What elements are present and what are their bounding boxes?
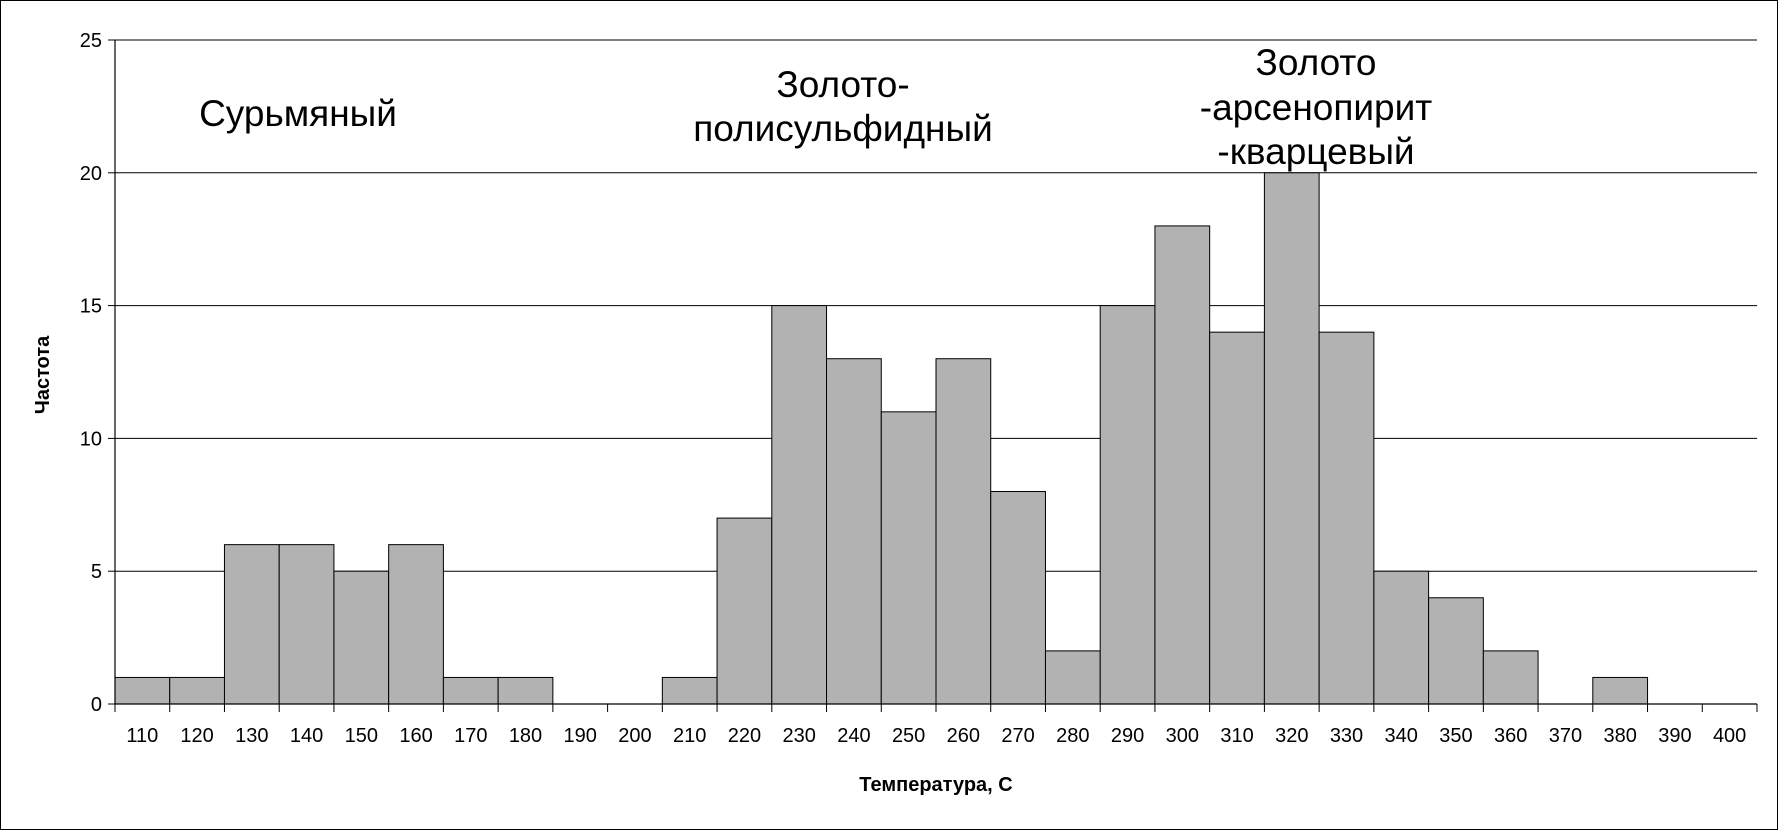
x-tick-label: 400: [1713, 725, 1746, 747]
annotation-line: -арсенопирит: [1200, 87, 1433, 128]
bar: [114, 676, 171, 705]
x-axis-title: Температура, С: [859, 774, 1012, 796]
x-tick-label: 380: [1603, 725, 1636, 747]
x-tick-label: 330: [1330, 725, 1363, 747]
bar: [771, 305, 828, 705]
y-tick-label: 0: [91, 694, 102, 716]
x-tick-label: 160: [399, 725, 432, 747]
x-tick-label: 120: [180, 725, 213, 747]
x-tick-label: 170: [454, 725, 487, 747]
bar: [990, 491, 1046, 705]
bar: [1099, 305, 1156, 705]
y-tick-label: 20: [80, 163, 102, 185]
bar: [497, 676, 554, 705]
bar: [1263, 172, 1320, 705]
y-tick-label: 25: [80, 30, 102, 52]
x-ticks: 110 120 130 140 150 160 170 180 190 200 210 220 230 2…: [114, 704, 1758, 747]
x-tick-label: 370: [1549, 725, 1582, 747]
x-tick-label: 200: [618, 725, 651, 747]
bar: [1209, 331, 1265, 705]
bar: [223, 544, 280, 705]
bar: [1044, 650, 1101, 705]
y-ticks: 0 5 10 15 20 25: [80, 30, 115, 716]
x-tick-label: 130: [235, 725, 268, 747]
annotation-gold-polysulfide: Золото- полисульфидный: [693, 64, 993, 149]
annotation-line: Сурьмяный: [199, 93, 397, 134]
bar: [661, 676, 718, 705]
x-tick-label: 230: [782, 725, 815, 747]
x-tick-label: 190: [564, 725, 597, 747]
x-tick-label: 110: [126, 725, 158, 747]
bar: [1154, 225, 1211, 705]
bars: [114, 172, 1649, 705]
x-tick-label: 390: [1658, 725, 1691, 747]
x-tick-label: 340: [1385, 725, 1418, 747]
x-tick-label: 280: [1056, 725, 1089, 747]
y-tick-label: 5: [91, 561, 102, 583]
x-tick-label: 250: [892, 725, 925, 747]
x-tick-label: 270: [1001, 725, 1034, 747]
annotation-line: Золото: [1256, 42, 1377, 83]
annotation-gold-arsenopyrite-quartz: Золото -арсенопирит -кварцевый: [1200, 42, 1433, 172]
annotation-antimony: Сурьмяный: [199, 93, 397, 134]
bar: [1428, 597, 1484, 705]
y-tick-label: 10: [80, 428, 102, 450]
x-tick-label: 310: [1220, 725, 1253, 747]
bar: [1373, 570, 1430, 705]
x-tick-label: 260: [947, 725, 980, 747]
x-tick-label: 180: [509, 725, 542, 747]
bar: [716, 517, 773, 705]
y-tick-label: 15: [80, 296, 102, 318]
bar: [278, 544, 335, 705]
bar: [1482, 650, 1539, 705]
bar: [935, 358, 992, 705]
annotation-line: полисульфидный: [693, 108, 993, 149]
x-tick-label: 300: [1166, 725, 1199, 747]
bar: [880, 411, 937, 705]
x-tick-label: 140: [290, 725, 323, 747]
x-tick-label: 150: [345, 725, 378, 747]
x-tick-label: 240: [837, 725, 870, 747]
bar: [826, 358, 882, 705]
y-axis-title: Частота: [32, 335, 54, 414]
annotation-line: Золото-: [776, 64, 909, 105]
bar: [1318, 331, 1375, 705]
x-tick-label: 290: [1111, 725, 1144, 747]
bar: [442, 676, 499, 705]
x-tick-label: 210: [673, 725, 706, 747]
bar: [169, 676, 225, 705]
x-tick-label: 360: [1494, 725, 1527, 747]
bar: [333, 570, 390, 705]
x-tick-label: 320: [1275, 725, 1308, 747]
bar: [1592, 676, 1649, 705]
annotation-line: -кварцевый: [1217, 131, 1414, 172]
x-tick-label: 350: [1439, 725, 1472, 747]
x-tick-label: 220: [728, 725, 761, 747]
bar: [388, 544, 444, 705]
